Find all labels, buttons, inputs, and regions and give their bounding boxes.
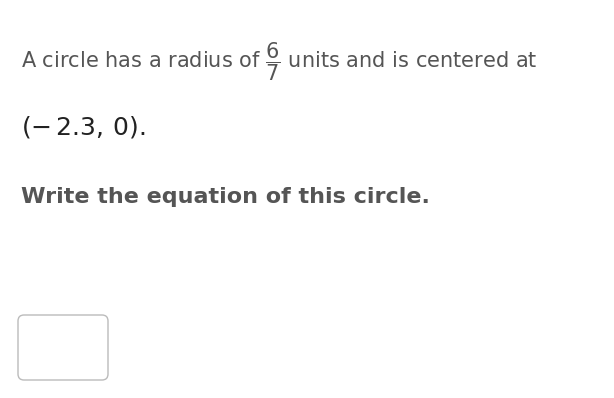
Text: A circle has a radius of $\dfrac{6}{7}$ units and is centered at: A circle has a radius of $\dfrac{6}{7}$ … — [21, 41, 538, 83]
Text: $(-\,2.3,\,0).$: $(-\,2.3,\,0).$ — [21, 114, 146, 140]
FancyBboxPatch shape — [18, 315, 108, 380]
Text: Write the equation of this circle.: Write the equation of this circle. — [21, 187, 430, 207]
